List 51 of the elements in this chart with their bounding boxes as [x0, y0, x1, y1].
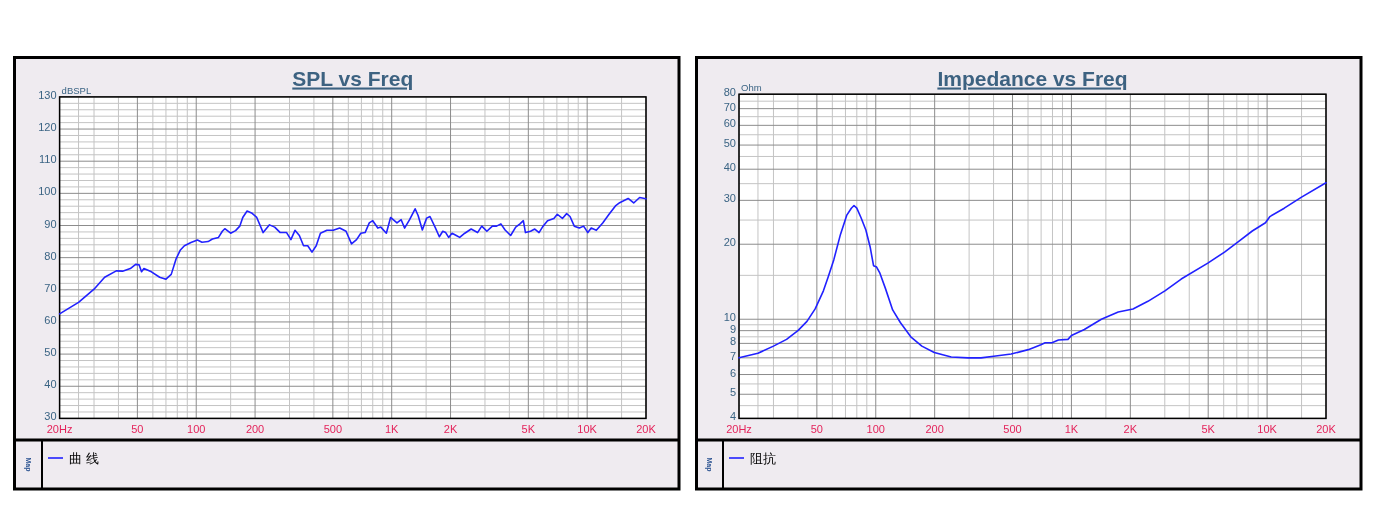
chart-title: Impedance vs Freq	[937, 66, 1128, 90]
x-tick-label: 2K	[443, 423, 458, 436]
y-tick-label: 70	[44, 281, 57, 294]
x-tick-label: 100	[187, 423, 206, 436]
x-tick-label: 200	[245, 423, 265, 436]
x-tick-label: 5K	[1201, 423, 1216, 436]
y-tick-label: 60	[44, 313, 57, 326]
y-tick-label: 80	[44, 249, 57, 262]
y-tick-label: 100	[38, 185, 57, 198]
y-tick-label: 50	[44, 346, 57, 359]
x-tick-label: 500	[323, 423, 343, 436]
y-axis-title: dBSPL	[61, 84, 92, 96]
y-tick-label: 50	[723, 137, 736, 150]
y-tick-label: 30	[723, 192, 736, 205]
y-tick-label: 120	[38, 121, 57, 134]
x-tick-label: 10K	[577, 423, 598, 436]
y-tick-label: 10	[723, 311, 736, 324]
x-tick-label: 1K	[384, 423, 400, 436]
y-tick-label: 20	[723, 236, 736, 249]
x-tick-label: 100	[866, 423, 885, 436]
x-tick-label: 20K	[636, 423, 657, 436]
y-tick-label: 5	[729, 386, 736, 399]
x-tick-label: 20K	[1316, 423, 1337, 436]
y-tick-label: 9	[729, 322, 736, 335]
y-tick-label: 7	[729, 349, 736, 362]
y-tick-label: 8	[729, 335, 736, 348]
y-tick-label: 130	[38, 88, 57, 101]
y-tick-label: 6	[729, 366, 736, 379]
x-tick-label: 2K	[1123, 423, 1138, 436]
y-axis-title: Ohm	[741, 82, 762, 94]
x-tick-label: 10K	[1257, 423, 1278, 436]
x-tick-label: 1K	[1064, 423, 1079, 436]
x-tick-label: 50	[131, 423, 144, 436]
legend-label: 曲 线	[69, 451, 99, 466]
y-tick-label: 40	[723, 161, 736, 174]
y-tick-label: 70	[723, 100, 736, 113]
chart-title: SPL vs Freq	[292, 66, 414, 90]
y-tick-label: 80	[723, 86, 736, 99]
y-tick-label: 110	[39, 153, 57, 166]
x-tick-label: 500	[1003, 423, 1022, 436]
y-tick-label: 90	[44, 217, 57, 230]
x-tick-label: 20Hz	[726, 423, 752, 436]
x-tick-label: 50	[810, 423, 823, 436]
y-tick-label: 30	[44, 410, 57, 423]
x-tick-label: 5K	[521, 423, 536, 436]
legend-label: 阻抗	[750, 451, 776, 466]
y-tick-label: 40	[44, 378, 57, 391]
y-tick-label: 60	[723, 117, 736, 130]
x-tick-label: 20Hz	[46, 423, 73, 436]
y-tick-label: 4	[729, 410, 736, 423]
x-tick-label: 200	[925, 423, 944, 436]
